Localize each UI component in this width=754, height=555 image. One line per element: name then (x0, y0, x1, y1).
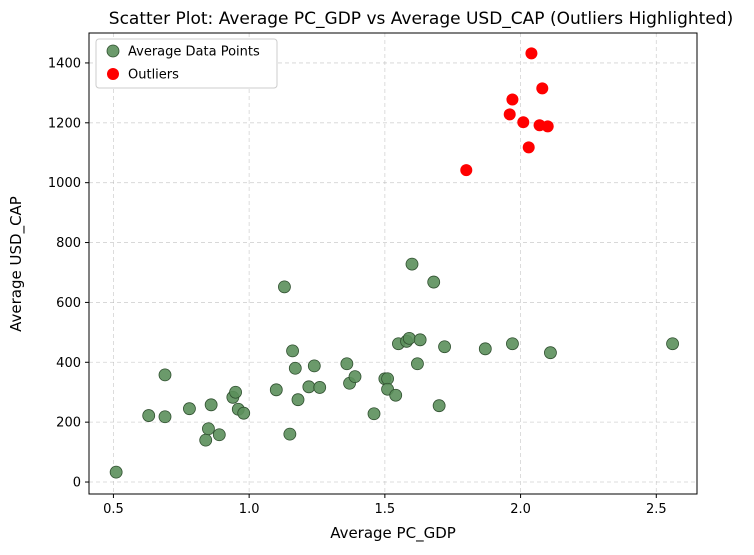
data-points (109, 47, 679, 479)
data-point (183, 402, 196, 416)
data-point (269, 383, 283, 397)
data-point (142, 409, 156, 422)
data-point (367, 407, 381, 421)
data-point (158, 410, 172, 424)
x-tick-label: 1.5 (375, 502, 396, 517)
y-axis-label: Average USD_CAP (7, 196, 26, 332)
data-point (288, 361, 302, 375)
outlier-point (536, 82, 549, 95)
axis-ticks: 0.5 1.0 1.5 2.0 2.5 0 200 400 600 800 1000 1200 1400 (48, 56, 667, 517)
data-point (666, 337, 679, 351)
legend-marker-average (106, 44, 120, 58)
outlier-point (522, 141, 535, 154)
data-point (302, 380, 316, 394)
data-point (307, 359, 321, 373)
outlier-point (517, 116, 530, 129)
outlier-point (525, 47, 538, 60)
data-point (506, 337, 519, 351)
grid-lines (89, 33, 697, 494)
data-point (109, 465, 123, 479)
data-point (544, 346, 557, 360)
outlier-point (541, 120, 554, 133)
data-point (199, 433, 213, 447)
outlier-point (503, 108, 516, 121)
x-axis-label: Average PC_GDP (330, 524, 456, 543)
data-point (389, 388, 403, 402)
legend-label-outliers: Outliers (128, 68, 179, 83)
chart-title: Scatter Plot: Average PC_GDP vs Average … (109, 9, 733, 29)
x-tick-label: 1.0 (239, 502, 260, 517)
y-tick-label: 1200 (48, 116, 81, 131)
data-point (427, 275, 441, 289)
y-tick-label: 800 (56, 236, 81, 251)
y-tick-label: 600 (56, 296, 81, 311)
data-point (237, 406, 251, 420)
data-point (340, 357, 354, 371)
legend-marker-outliers (107, 68, 119, 80)
outlier-point (460, 164, 473, 177)
plot-area-frame (88, 32, 698, 495)
data-point (405, 257, 419, 271)
data-point (348, 370, 362, 384)
x-tick-label: 2.0 (510, 502, 531, 517)
data-point (313, 381, 327, 394)
y-tick-label: 1400 (48, 56, 81, 71)
data-point (278, 280, 291, 294)
y-tick-label: 200 (56, 416, 81, 431)
legend: Average Data Points Outliers (95, 38, 278, 89)
data-point (413, 333, 427, 347)
x-tick-label: 2.5 (646, 502, 667, 517)
data-point (411, 357, 424, 371)
data-point (286, 344, 299, 358)
data-point (402, 331, 416, 345)
data-point (202, 422, 215, 436)
outlier-point (506, 93, 519, 106)
y-tick-label: 400 (56, 356, 81, 371)
data-point (291, 393, 305, 407)
y-tick-label: 0 (73, 476, 81, 491)
data-point (438, 340, 451, 354)
data-point (229, 385, 242, 399)
data-point (158, 368, 172, 382)
data-point (212, 428, 226, 442)
data-point (432, 399, 446, 413)
legend-box (95, 38, 278, 89)
data-point (204, 398, 218, 412)
y-tick-label: 1000 (48, 176, 81, 191)
x-tick-label: 0.5 (103, 502, 124, 517)
legend-label-average: Average Data Points (128, 45, 260, 60)
data-point (478, 342, 492, 356)
data-point (283, 427, 297, 441)
